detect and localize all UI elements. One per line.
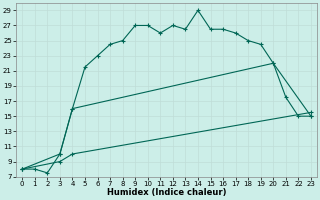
X-axis label: Humidex (Indice chaleur): Humidex (Indice chaleur) xyxy=(107,188,226,197)
